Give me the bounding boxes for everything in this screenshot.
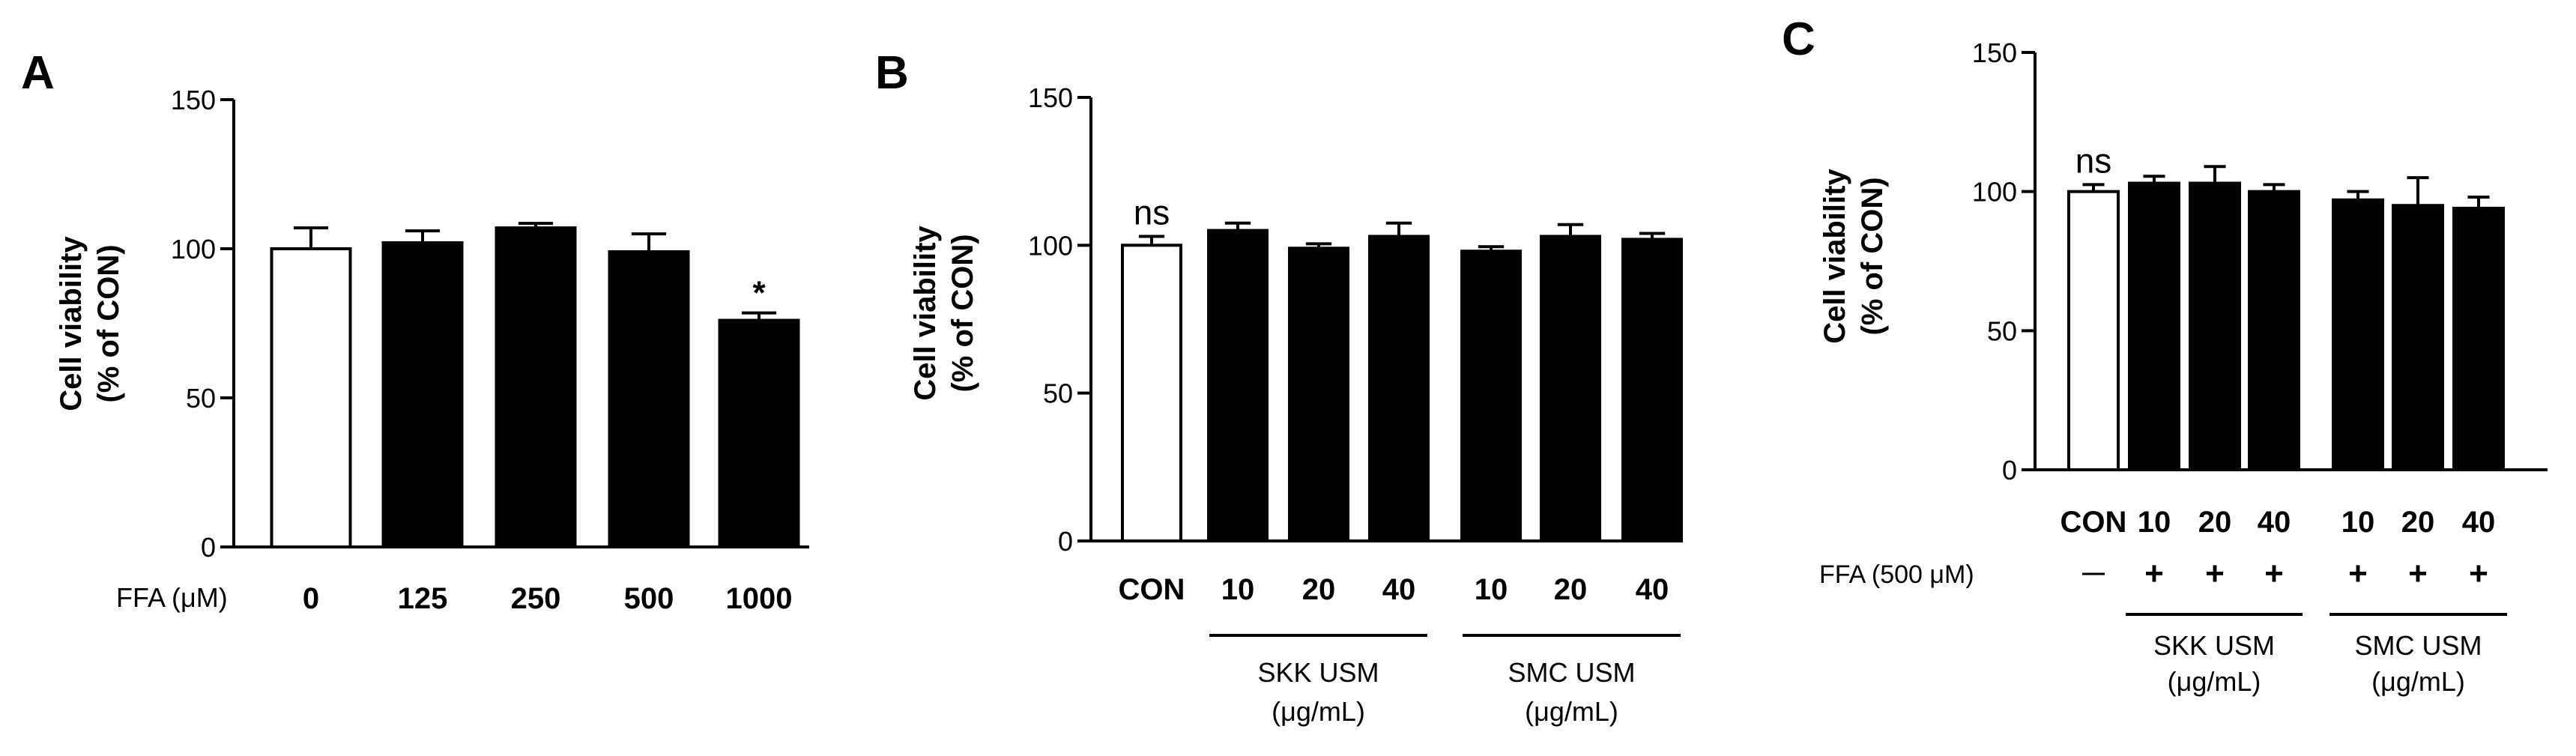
bar [1288,247,1349,542]
bar [2392,204,2444,471]
y-axis-label: Cell viability (% of CON) [1818,169,1889,344]
y-tick-label: 0 [201,532,216,563]
y-axis-label-line: Cell viability [1818,169,1851,344]
bar [608,250,690,548]
bar [2248,190,2300,472]
x-tick-label: 20 [2401,506,2435,539]
bar [1368,235,1430,542]
x-tick-label: CON [2061,506,2127,539]
x-tick-label: 40 [1382,573,1416,606]
y-tick-label: 100 [1972,177,2017,208]
y-tick-label: 0 [1058,526,1073,557]
group-label-unit: (μg/mL) [2168,666,2261,697]
significance-annotation: ns [2075,141,2112,180]
y-tick-label: 0 [2002,455,2017,486]
x-tick-label: 40 [2462,506,2496,539]
group-label-unit: (μg/mL) [1525,696,1618,727]
x-tick-label: CON [1119,573,1185,606]
y-tick-label: 150 [171,85,216,115]
group-label-unit: (μg/mL) [2371,666,2465,697]
bar [718,318,800,548]
bar [2067,190,2120,472]
bar [270,247,352,548]
x-tick-label: 20 [1302,573,1336,606]
group-label: SKK USM [2153,630,2275,661]
x-tick-label: 20 [1554,573,1588,606]
y-axis-label-line: (% of CON) [92,244,125,402]
x-tick-label: 10 [1221,573,1255,606]
y-tick-label: 150 [1972,37,2017,68]
bar [2332,198,2384,471]
panel-c: C 0 50 100 150 Cell viability (% of CON) CON 10 2… [1782,13,2548,697]
y-axis-label-line: (% of CON) [1856,177,1889,335]
y-axis-label-line: Cell viability [909,226,942,401]
group-label-unit: (μg/mL) [1272,696,1365,727]
bar [1540,235,1601,542]
panel-letter: A [21,47,55,99]
x-tick-label: 1000 [726,582,793,615]
row-value: + [2205,555,2225,592]
row-value: + [2469,555,2488,592]
y-tick-label: 100 [1028,230,1073,261]
group-label: SKK USM [1257,657,1379,688]
x-tick-label: 250 [511,582,561,615]
row-value: + [2264,555,2284,592]
bar [2189,181,2241,471]
x-tick-label: 10 [2341,506,2375,539]
row-label: FFA (500 μM) [1819,560,1974,589]
y-tick-label: 50 [186,383,216,414]
x-tick-label: 20 [2198,506,2232,539]
significance-annotation: ns [1134,193,1170,232]
bar [1621,238,1683,542]
panel-b: B 0 50 100 150 Cell viability (% of CON) CON 10 2… [875,47,1683,727]
panel-letter: B [875,47,909,99]
bar [2128,181,2180,471]
row-value: + [2348,555,2368,592]
bar [495,226,577,548]
y-axis-label-line: Cell viability [55,236,88,411]
y-tick-label: 100 [171,234,216,264]
x-tick-label: 10 [1475,573,1508,606]
bar [1207,229,1269,542]
group-label: SMC USM [1508,657,1636,688]
panel-a: A 0 50 100 150 Cell viability (% of CON) 0 125 25… [21,47,809,615]
bar [381,241,464,548]
panel-letter: C [1782,13,1815,65]
row-label: FFA (μM) [116,582,228,613]
row-value: + [2408,555,2428,592]
y-axis-label: Cell viability (% of CON) [55,236,125,411]
y-tick-label: 50 [1987,315,2017,346]
x-tick-label: 500 [624,582,674,615]
x-tick-label: 40 [1636,573,1669,606]
bar [1460,250,1522,542]
row-value: + [2144,555,2164,592]
x-tick-label: 125 [398,582,448,615]
x-tick-label: 40 [2258,506,2291,539]
y-axis-label-line: (% of CON) [946,234,979,392]
row-value: — [2082,560,2105,585]
y-tick-label: 50 [1043,378,1073,409]
significance-annotation: * [752,275,766,312]
y-axis-label: Cell viability (% of CON) [909,226,979,401]
y-tick-label: 150 [1028,82,1073,113]
x-tick-label: 0 [303,582,319,615]
bar [1121,244,1182,542]
x-tick-label: 10 [2138,506,2171,539]
bar [2452,206,2505,471]
group-label: SMC USM [2355,630,2482,661]
